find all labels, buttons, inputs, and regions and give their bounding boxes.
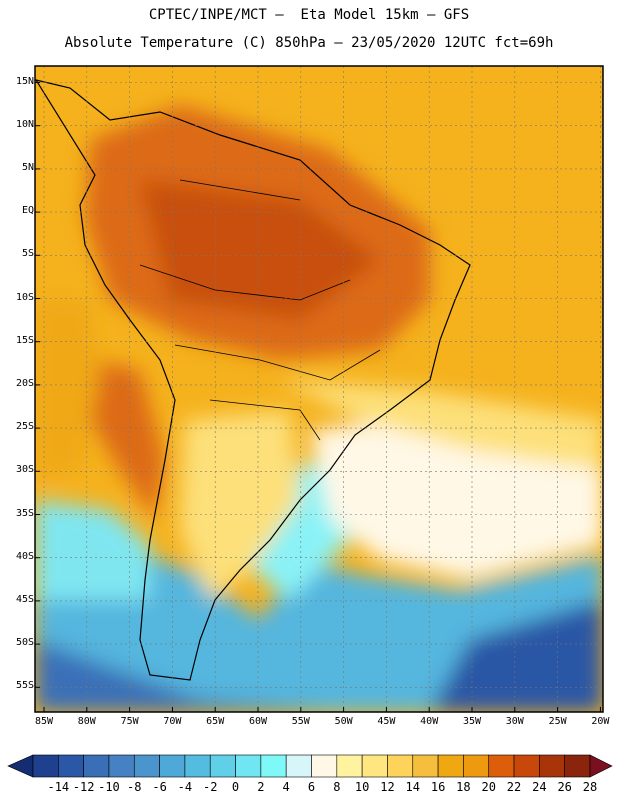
colorbar-swatch [209,754,236,778]
colorbar-swatch [412,754,439,778]
colorbar-high-extension [589,754,613,778]
lat-lon-grid [35,66,603,712]
colorbar-tick-label: 22 [506,780,522,794]
lat-tick-label: 10S [15,291,34,303]
colorbar-swatch [361,754,388,778]
lat-tick-label: 10N [15,118,34,130]
colorbar-swatch [513,754,540,778]
lon-tick-label: 75W [120,716,139,727]
lon-tick-label: 50W [334,716,353,727]
colorbar-swatch [539,754,565,778]
colorbar-swatch [184,754,211,778]
lon-tick-label: 35W [462,716,482,727]
lat-tick-label: EQ [21,205,34,217]
colorbar-tick-label: 12 [380,780,395,794]
title-line-2: Absolute Temperature (C) 850hPa – 23/05/… [64,35,554,51]
colorbar-tick-label: 24 [532,780,547,794]
temperature-field [35,66,603,712]
title-line-1: CPTEC/INPE/MCT – Eta Model 15km – GFS [148,7,470,23]
colorbar-tick-label: 6 [307,780,316,794]
colorbar [7,754,613,778]
colorbar-tick-label: -4 [177,780,193,794]
colorbar-tick-label: -10 [98,780,120,794]
colorbar-swatch [235,754,262,778]
colorbar-low-extension [7,754,34,778]
colorbar-swatch [387,754,414,778]
lon-tick-label: 60W [248,716,268,727]
lon-tick-label: 30W [505,716,524,727]
colorbar-swatch [463,754,490,778]
lat-tick-label: 5S [21,248,34,260]
colorbar-tick-label: -12 [72,780,95,794]
lat-tick-label: 15S [15,334,34,346]
lat-tick-label: 45S [15,593,34,605]
lon-tick-label: 45W [377,716,396,727]
lon-tick-label: 20W [591,716,610,727]
lon-tick-label: 80W [77,716,96,727]
colorbar-swatch [260,754,287,778]
continent-coastline [35,79,471,681]
colorbar-swatch [488,754,515,778]
colorbar-swatch [32,754,59,778]
colorbar-swatch [285,754,312,778]
colorbar-tick-label: 20 [481,780,496,794]
colorbar-swatch [336,754,363,778]
lon-tick-label: 55W [291,716,310,727]
lat-tick-label: 20S [15,377,34,389]
lat-tick-label: 30S [15,464,34,476]
colorbar-tick-label: -14 [47,780,70,794]
colorbar-tick-label: -6 [152,780,167,794]
lat-tick-label: 25S [15,421,34,433]
colorbar-tick-label: 26 [557,780,572,794]
colorbar-swatch [108,754,135,778]
map-frame [34,65,604,713]
lon-tick-label: 25W [548,716,567,727]
colorbar-swatch [133,754,160,778]
country-borders [139,179,381,441]
colorbar-tick-label: 8 [333,780,341,794]
colorbar-tick-label: 2 [257,780,265,794]
colorbar-tick-label: 14 [405,780,420,794]
lat-tick-label: 35S [15,507,34,519]
colorbar-swatch [159,754,186,778]
colorbar-tick-label: 0 [231,780,240,794]
lat-tick-label: 50S [15,637,34,649]
colorbar-tick-label: 18 [456,780,471,794]
colorbar-tick-label: 28 [582,780,598,794]
colorbar-tick-label: 10 [354,780,370,794]
colorbar-tick-label: -2 [202,780,218,794]
colorbar-swatch [437,754,464,778]
lat-tick-label: 5N [21,161,34,173]
colorbar-swatch [83,754,110,778]
lon-tick-label: 40W [420,716,439,727]
colorbar-swatch [564,754,591,778]
colorbar-tick-label: 4 [282,780,290,794]
lat-tick-label: 55S [15,680,34,692]
lat-tick-label: 40S [15,550,34,562]
lon-tick-label: 85W [34,716,54,727]
lat-tick-label: 15N [15,75,34,87]
colorbar-swatch [311,754,338,778]
colorbar-tick-label: 16 [430,780,446,794]
colorbar-tick-label: -8 [127,780,142,794]
colorbar-swatch [58,754,84,778]
lon-tick-label: 65W [206,716,225,727]
lon-tick-label: 70W [163,716,182,727]
